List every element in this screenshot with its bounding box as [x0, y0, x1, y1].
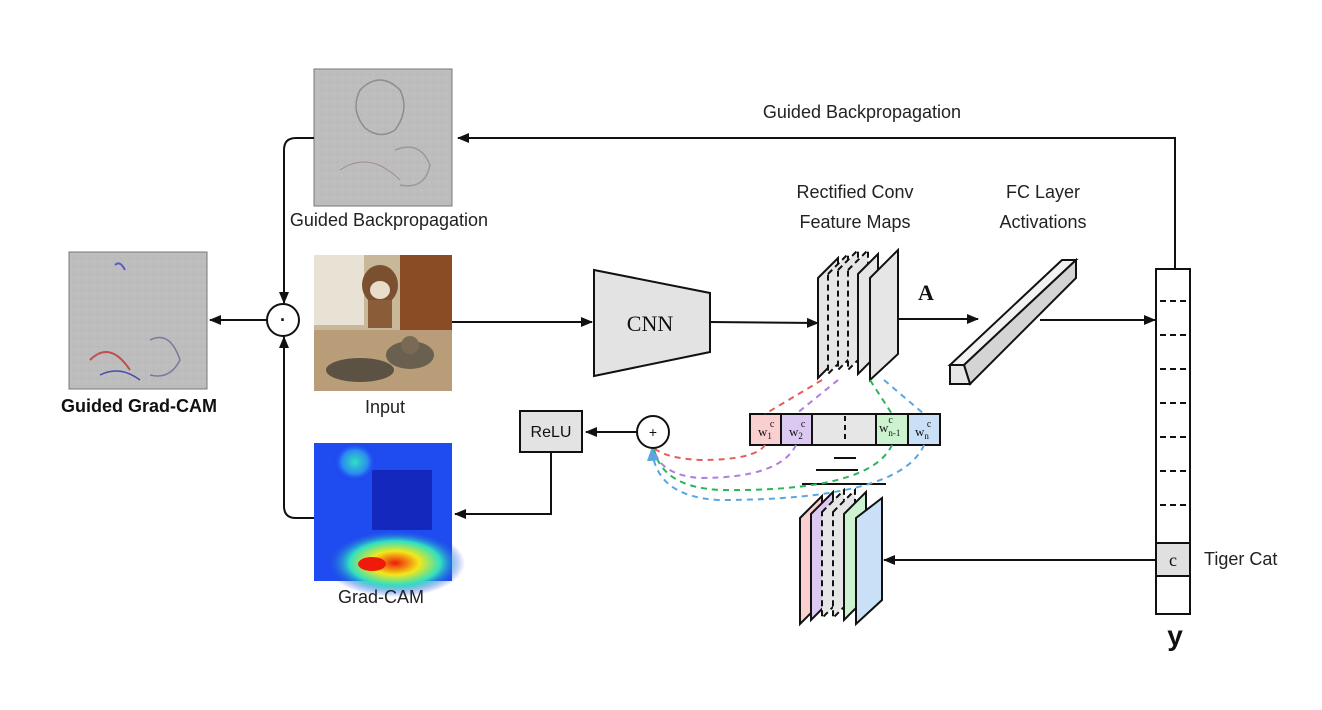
output-symbol: y: [1167, 620, 1183, 651]
guided-gradcam-caption: Guided Grad-CAM: [61, 396, 217, 416]
feature-map-to-weight-lines: [764, 379, 925, 415]
weight-to-sum-curves: [646, 444, 925, 502]
guided-backprop-caption: Guided Backpropagation: [290, 210, 488, 230]
relu-to-gradcam-arrow: [454, 452, 552, 519]
feature-maps-label-2: Feature Maps: [799, 212, 910, 232]
cnn-label: CNN: [627, 311, 674, 336]
sum-symbol: +: [649, 424, 657, 440]
input-image: [314, 255, 452, 391]
fc-label-2: Activations: [999, 212, 1086, 232]
relu-label: ReLU: [531, 424, 572, 441]
class-cell: [1155, 542, 1191, 577]
guided-backprop-image: [313, 68, 453, 207]
guided-backprop-arrow: [457, 133, 1176, 270]
fc-layer-bar: [947, 257, 1079, 386]
guided-gradcam-image: [68, 251, 208, 390]
fc-label-1: FC Layer: [1006, 182, 1080, 202]
guided-backprop-to-multiply-arrow: [279, 137, 314, 304]
weight-label-2: w2c: [789, 419, 806, 441]
input-caption: Input: [365, 397, 405, 417]
weights-vector: [749, 413, 941, 446]
pointwise-symbol: ·: [280, 310, 286, 330]
weight-label-n: wnc: [915, 419, 932, 441]
gradcam-heatmap-image: [314, 442, 465, 597]
gradient-feature-maps: [799, 487, 883, 627]
activation-symbol: A: [918, 280, 934, 305]
cnn-block: [593, 268, 711, 378]
class-name-label: Tiger Cat: [1204, 549, 1277, 569]
output-vector: [1155, 268, 1191, 615]
weight-label-n-1: wn-1c: [879, 415, 900, 438]
gradcam-to-multiply-arrow: [279, 336, 314, 519]
relu-block: [519, 410, 583, 453]
feature-maps-label-1: Rectified Conv: [796, 182, 913, 202]
guided-backprop-title: Guided Backpropagation: [763, 102, 961, 122]
cnn-to-feature-maps-arrow: [709, 317, 819, 328]
class-cell-label: c: [1169, 550, 1177, 570]
weight-label-1: w1c: [758, 419, 775, 441]
weight-cell-n-1: [875, 413, 909, 446]
gradcam-caption: Grad-CAM: [338, 587, 424, 607]
rectified-conv-feature-maps: [817, 247, 899, 383]
